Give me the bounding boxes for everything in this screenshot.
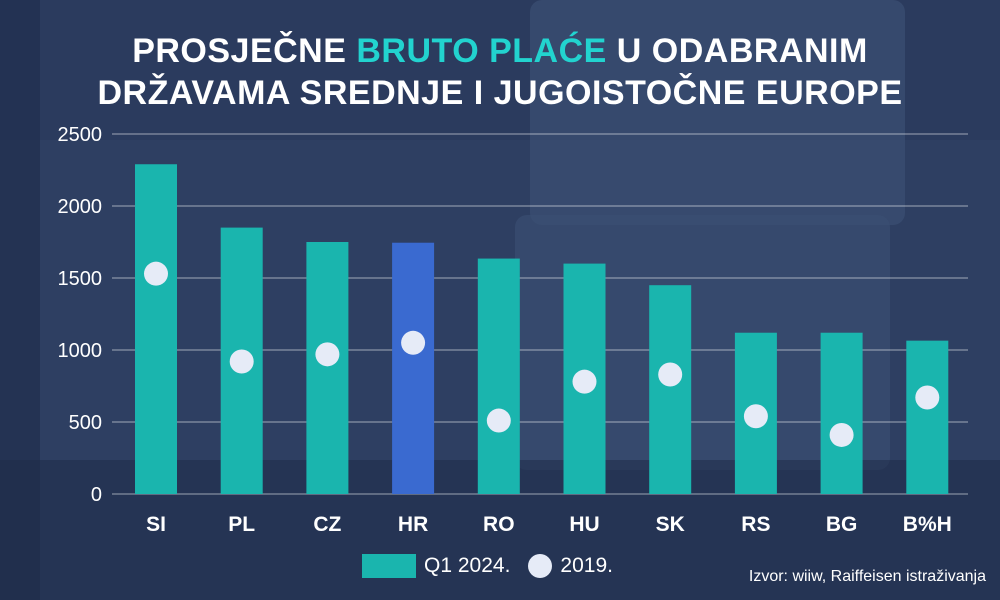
dot-sk xyxy=(658,362,683,387)
dot-si xyxy=(144,261,168,286)
bar-si xyxy=(135,164,177,495)
y-tick-label: 500 xyxy=(69,412,102,434)
dots-2019 xyxy=(144,261,940,447)
y-tick-label: 1000 xyxy=(58,340,103,362)
x-category-label: RO xyxy=(483,513,515,536)
y-axis-ticks: 0 500 1000 1500 2000 2500 xyxy=(58,124,103,506)
x-category-label: SI xyxy=(146,513,166,536)
legend-bar-swatch xyxy=(362,554,416,578)
bar-ro xyxy=(477,258,520,494)
dot-pl xyxy=(229,349,254,374)
x-category-label: SK xyxy=(656,513,685,536)
title-highlight: BRUTO PLAĆE xyxy=(356,32,607,70)
x-category-label: HR xyxy=(398,513,428,536)
dot-bh xyxy=(915,385,940,410)
y-tick-label: 2500 xyxy=(58,124,103,146)
y-tick-label: 2000 xyxy=(58,196,103,218)
x-category-label: B%H xyxy=(903,513,952,536)
source-note: Izvor: wiiw, Raiffeisen istraživanja xyxy=(748,568,986,585)
x-axis-categories: SI PL CZ HR RO HU SK RS BG B%H xyxy=(146,513,952,536)
legend-dot-swatch xyxy=(528,554,553,578)
dot-rs xyxy=(743,404,768,429)
x-category-label: CZ xyxy=(313,513,341,536)
dot-hu xyxy=(572,369,597,394)
bar-bh xyxy=(906,340,949,494)
title-line-2: DRŽAVAMA SREDNJE I JUGOISTOČNE EUROPE xyxy=(97,74,903,112)
dot-ro xyxy=(486,408,511,433)
bars-q1-2024 xyxy=(135,164,949,495)
dot-hr xyxy=(401,330,426,355)
dot-cz xyxy=(315,342,340,367)
x-category-label: HU xyxy=(569,513,599,536)
title-part-1: PROSJEČNE xyxy=(132,32,357,70)
bar-sk xyxy=(649,285,692,494)
x-category-label: RS xyxy=(741,513,770,536)
legend-bar-label: Q1 2024. xyxy=(424,554,511,577)
legend: Q1 2024. 2019. xyxy=(362,553,613,579)
y-tick-label: 0 xyxy=(91,484,102,506)
dot-bg xyxy=(829,422,854,447)
chart-title: PROSJEČNE BRUTO PLAĆE U ODABRANIM DRŽAVA… xyxy=(0,30,1000,114)
x-category-label: BG xyxy=(826,513,858,536)
bar-cz xyxy=(306,242,349,494)
x-category-label: PL xyxy=(228,513,255,536)
title-part-2: U ODABRANIM xyxy=(606,32,868,70)
legend-dot-label: 2019. xyxy=(560,554,613,577)
bar-hr xyxy=(392,242,435,494)
y-tick-label: 1500 xyxy=(58,268,103,290)
bar-bg xyxy=(820,332,863,494)
